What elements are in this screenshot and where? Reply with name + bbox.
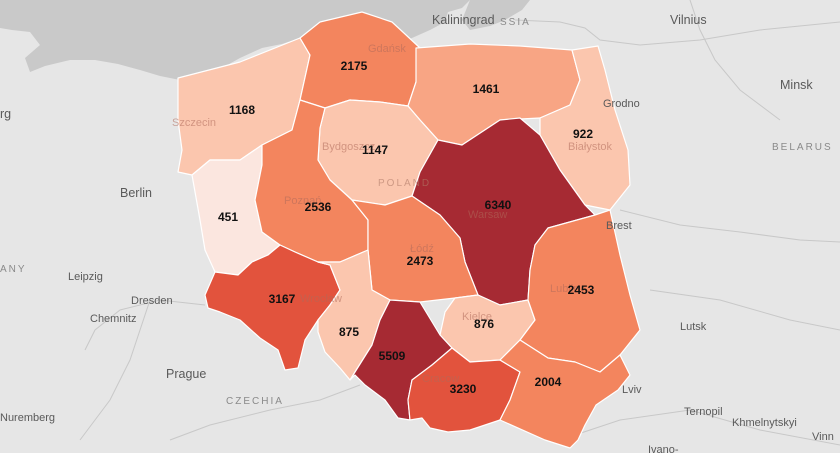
city-edge-partial: rg: [0, 107, 11, 121]
value-lodzkie: 2473: [407, 254, 434, 268]
ghost-lublin: Lublin: [550, 283, 579, 295]
value-slaskie: 5509: [379, 349, 406, 363]
city-grodno: Grodno: [603, 98, 640, 110]
ghost-city-labels: Gdańsk Szczecin Bydgoszcz Białystok Pozn…: [172, 43, 613, 385]
city-lviv: Lviv: [622, 384, 642, 396]
value-pomorskie: 2175: [341, 59, 368, 73]
city-ternopil: Ternopil: [684, 406, 723, 418]
ghost-kielce: Kielce: [462, 311, 492, 323]
city-chemnitz: Chemnitz: [90, 313, 136, 325]
country-label-russia: SSIA: [500, 17, 531, 28]
city-labels: Kaliningrad Vilnius Minsk Grodno Brest B…: [0, 13, 834, 453]
ghost-szczecin: Szczecin: [172, 117, 216, 129]
value-mazowieckie: 6340: [485, 198, 512, 212]
ghost-wroclaw: Wrocław: [300, 293, 342, 305]
value-malopolskie: 3230: [450, 382, 477, 396]
country-borders: [79, 0, 840, 446]
city-khmelnytskyi: Khmelnytskyi: [732, 417, 797, 429]
region-podkarpackie[interactable]: [499, 339, 631, 449]
value-podlaskie: 922: [573, 127, 593, 141]
country-label-belarus: BELARUS: [772, 142, 833, 153]
city-berlin: Berlin: [120, 186, 152, 200]
city-ivano: Ivano-: [648, 444, 679, 453]
region-podlaskie[interactable]: [539, 45, 631, 211]
region-opolskie[interactable]: [317, 249, 391, 381]
value-labels: 1168 2175 1461 922 1147 451 2536 6340 24…: [218, 59, 595, 396]
city-prague: Prague: [166, 367, 206, 381]
value-swietokrzyskie: 876: [474, 317, 494, 331]
ghost-bydgoszcz: Bydgoszcz: [322, 141, 375, 153]
city-vilnius: Vilnius: [670, 13, 707, 27]
value-dolnoslaskie: 3167: [269, 292, 296, 306]
ghost-poznan: Poznań: [284, 195, 321, 207]
ghost-cracow: Cracow: [422, 373, 459, 385]
city-brest: Brest: [606, 220, 632, 232]
value-lubuskie: 451: [218, 210, 238, 224]
country-label-germany: ANY: [0, 264, 27, 275]
ghost-gdansk: Gdańsk: [368, 43, 406, 55]
ghost-warsaw: Warsaw: [468, 209, 507, 221]
city-nuremberg: Nuremberg: [0, 412, 55, 424]
value-podkarpackie: 2004: [535, 375, 562, 389]
value-kujawsko-pomorskie: 1147: [362, 143, 388, 157]
value-opolskie: 875: [339, 325, 359, 339]
ghost-bialystok: Białystok: [568, 141, 613, 153]
city-leipzig: Leipzig: [68, 271, 103, 283]
ghost-lodz: Łódź: [410, 243, 434, 255]
city-vinn: Vinn: [812, 431, 834, 443]
region-slaskie[interactable]: [349, 299, 453, 421]
country-label-poland: POLAND: [378, 178, 431, 189]
value-lubelskie: 2453: [568, 283, 595, 297]
baltic-sea-gulf: [462, 0, 530, 30]
city-dresden: Dresden: [131, 295, 173, 307]
value-warminsko-mazurskie: 1461: [473, 82, 500, 96]
value-zachodniopomorskie: 1168: [229, 103, 255, 117]
city-lutsk: Lutsk: [680, 321, 707, 333]
city-minsk: Minsk: [780, 78, 813, 92]
value-wielkopolskie: 2536: [305, 200, 332, 214]
city-kaliningrad: Kaliningrad: [432, 13, 495, 27]
voivodeship-layer: [177, 11, 641, 449]
country-label-czechia: CZECHIA: [226, 396, 284, 407]
